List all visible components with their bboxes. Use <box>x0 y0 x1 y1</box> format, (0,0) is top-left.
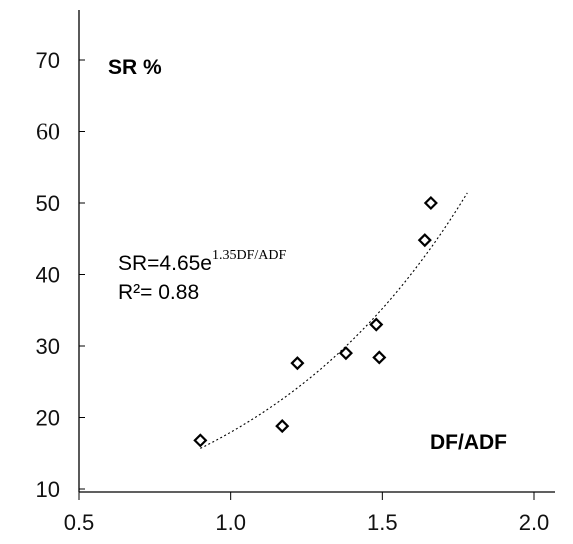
data-point <box>338 346 353 361</box>
data-point <box>193 433 208 448</box>
fit-equation-prefix: SR=4.65e <box>118 252 212 275</box>
x-tick-label: 0.5 <box>64 510 95 535</box>
y-tick-label: 30 <box>36 334 60 359</box>
y-tick-label: 50 <box>36 191 60 216</box>
y-tick-label: 20 <box>36 406 60 431</box>
fit-curve <box>200 192 468 449</box>
x-tick-label: 2.0 <box>519 510 550 535</box>
x-tick-label: 1.0 <box>215 510 246 535</box>
axes <box>78 10 555 493</box>
y-tick-label: 40 <box>36 263 60 288</box>
data-point <box>275 419 290 434</box>
data-point <box>372 350 387 365</box>
fit-equation: SR=4.65e1.35DF/ADF <box>118 248 287 275</box>
r-squared-label: R²= 0.88 <box>118 281 199 304</box>
data-point <box>369 317 384 332</box>
y-ticks: 10 20 30 40 50 60 70 <box>36 48 85 502</box>
fit-equation-exponent: 1.35DF/ADF <box>212 248 287 263</box>
data-point <box>290 356 305 371</box>
y-tick-label: 70 <box>36 48 60 73</box>
x-tick-label: 1.5 <box>367 510 398 535</box>
y-tick-label: 60 <box>36 120 60 146</box>
x-axis-label: DF/ADF <box>430 431 507 454</box>
data-point <box>417 233 432 248</box>
data-point <box>423 195 438 211</box>
x-ticks: 0.5 1.0 1.5 2.0 <box>64 492 550 535</box>
y-tick-label: 10 <box>36 477 60 502</box>
data-points <box>193 195 438 448</box>
y-axis-label: SR % <box>108 56 162 79</box>
